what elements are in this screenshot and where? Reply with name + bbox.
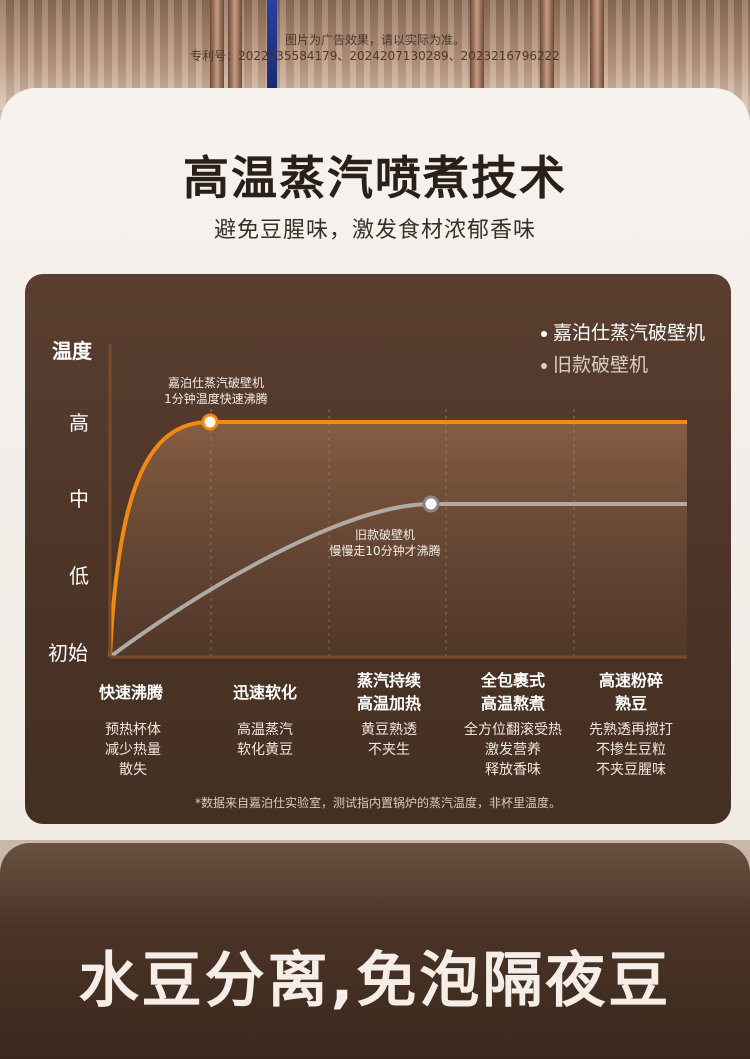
series-old-line xyxy=(108,502,687,659)
stage-3-title: 蒸汽持续 高温加热 xyxy=(329,669,449,715)
stage-desc-line: 不掺生豆粒 xyxy=(596,742,666,758)
stage-title-line: 迅速软化 xyxy=(232,683,297,702)
stage-desc-line: 全方位翻滚受热 xyxy=(464,722,562,738)
stage-desc-line: 减少热量 xyxy=(105,742,161,758)
stage-4-title: 全包裹式 高温熬煮 xyxy=(453,669,573,715)
stage-desc-line: 激发营养 xyxy=(485,742,541,758)
y-tick-mid: 中 xyxy=(69,487,89,511)
temperature-chart xyxy=(108,344,687,659)
stage-1-title: 快速沸腾 xyxy=(71,681,191,704)
annotation-new-line2: 1分钟温度快速沸腾 xyxy=(164,392,268,406)
legend-old-label: 旧款破壁机 xyxy=(553,354,649,376)
stage-desc-line: 不夹生 xyxy=(368,742,410,758)
photo-pipe xyxy=(470,0,484,95)
stage-desc-line: 高温蒸汽 xyxy=(237,722,293,738)
series-new-line xyxy=(108,420,687,658)
annotation-old-line1: 旧款破壁机 xyxy=(354,528,415,542)
stage-3-desc: 黄豆熟透 不夹生 xyxy=(324,720,454,760)
stage-4-desc: 全方位翻滚受热 激发营养 释放香味 xyxy=(448,720,578,780)
stage-desc-line: 预热杯体 xyxy=(105,722,161,738)
legend-dot-icon xyxy=(541,362,547,369)
stage-title-line: 快速沸腾 xyxy=(98,683,163,702)
stage-5-desc: 先熟透再搅打 不掺生豆粒 不夹豆腥味 xyxy=(566,720,696,780)
disclaimer-line2: 专利号：2022235584179、2024207130289、20232167… xyxy=(190,49,560,63)
y-tick-high: 高 xyxy=(69,411,89,435)
stage-title-line: 全包裹式 xyxy=(480,671,545,690)
photo-pipe xyxy=(210,0,224,95)
series-new-point xyxy=(201,413,219,431)
stage-title-line: 高温熬煮 xyxy=(480,694,545,713)
stage-2-title: 迅速软化 xyxy=(205,681,325,704)
stage-desc-line: 散失 xyxy=(119,762,147,778)
photo-pipe xyxy=(228,0,242,95)
page-title: 高温蒸汽喷煮技术 xyxy=(183,151,567,205)
next-section-title: 水豆分离,免泡隔夜豆 xyxy=(78,946,672,1016)
series-old-point xyxy=(422,495,440,513)
photo-blue-part xyxy=(267,0,277,90)
stage-title-line: 熟豆 xyxy=(614,694,647,713)
stage-desc-line: 先熟透再搅打 xyxy=(589,722,673,738)
legend-new-label: 嘉泊仕蒸汽破壁机 xyxy=(553,322,706,344)
annotation-old-line2: 慢慢走10分钟才沸腾 xyxy=(329,544,441,558)
stage-desc-line: 黄豆熟透 xyxy=(361,722,417,738)
y-axis-title: 温度 xyxy=(52,339,92,363)
y-tick-initial: 初始 xyxy=(48,641,88,665)
stage-title-line: 高速粉碎 xyxy=(598,671,663,690)
annotation-new: 嘉泊仕蒸汽破壁机 1分钟温度快速沸腾 xyxy=(151,375,281,407)
stage-title-line: 蒸汽持续 xyxy=(356,671,421,690)
stage-desc-line: 释放香味 xyxy=(485,762,541,778)
stage-title-line: 高温加热 xyxy=(356,694,421,713)
chart-panel: 嘉泊仕蒸汽破壁机 旧款破壁机 温度 高 中 低 初始 嘉泊仕蒸汽破壁机 1分钟温… xyxy=(25,274,731,824)
annotation-new-line1: 嘉泊仕蒸汽破壁机 xyxy=(167,376,264,390)
legend-new: 嘉泊仕蒸汽破壁机 xyxy=(541,318,705,345)
legend-old: 旧款破壁机 xyxy=(541,350,648,377)
disclaimer-line1: 图片为广告效果，请以实际为准。 xyxy=(284,33,465,47)
stage-desc-line: 软化黄豆 xyxy=(237,742,293,758)
footnote: *数据来自嘉泊仕实验室，测试指内置锅炉的蒸汽温度，非杯里温度。 xyxy=(194,796,561,810)
y-tick-low: 低 xyxy=(69,564,89,588)
photo-pipe xyxy=(540,0,554,95)
legend-dot-icon xyxy=(541,330,547,337)
next-section xyxy=(0,843,750,1059)
stage-2-desc: 高温蒸汽 软化黄豆 xyxy=(200,720,330,760)
annotation-old: 旧款破壁机 慢慢走10分钟才沸腾 xyxy=(315,527,455,559)
stage-5-title: 高速粉碎 熟豆 xyxy=(571,669,691,715)
photo-pipe xyxy=(590,0,604,95)
stage-1-desc: 预热杯体 减少热量 散失 xyxy=(68,720,198,780)
page-subtitle: 避免豆腥味，激发食材浓郁香味 xyxy=(213,218,536,243)
stage-desc-line: 不夹豆腥味 xyxy=(596,762,666,778)
series-new-area xyxy=(110,422,687,657)
